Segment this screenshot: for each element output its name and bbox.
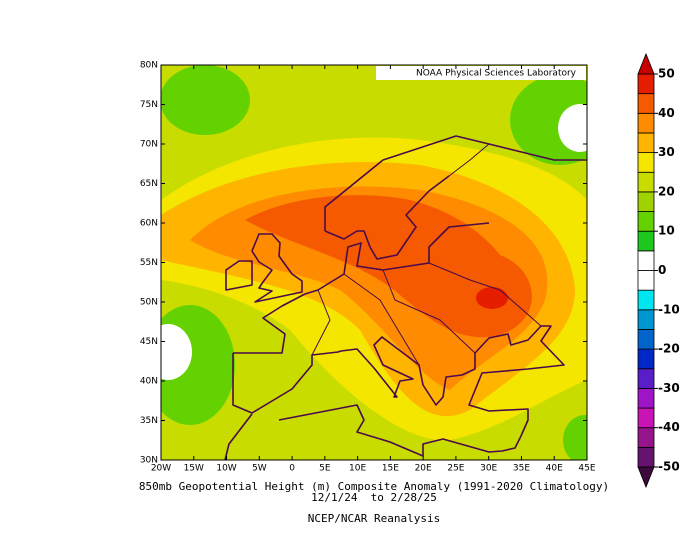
lat-tick-label: 55N (140, 258, 158, 268)
lat-tick-label: 40N (140, 377, 158, 387)
lon-tick-label: 5E (319, 464, 331, 474)
colorbar-label: 50 (658, 67, 675, 81)
colorbar-bin (637, 191, 655, 212)
lon-tick-label: 20W (151, 464, 171, 474)
colorbar-bin (637, 230, 655, 252)
colorbar-under (637, 466, 655, 489)
colorbar-bin (637, 407, 655, 429)
colorbar-label: -10 (658, 302, 680, 316)
colorbar-over (637, 52, 655, 75)
colorbar-bin (637, 152, 655, 173)
lon-tick-label: 40E (546, 464, 563, 474)
lon-tick-label: 25E (447, 464, 464, 474)
colorbar-bin (637, 387, 655, 409)
colorbar-bin (637, 368, 655, 389)
colorbar-bin (637, 270, 655, 291)
lon-tick-label: 20E (415, 464, 432, 474)
colorbar-label: -50 (658, 460, 680, 474)
lon-tick-label: 35E (513, 464, 530, 474)
colorbar-label: 40 (658, 106, 675, 120)
lon-tick-label: 10W (216, 464, 236, 474)
credit-box (376, 66, 586, 80)
colorbar-bin (637, 348, 655, 370)
colorbar-bin (637, 73, 655, 95)
credit: NOAA Physical Sciences Laboratory (416, 69, 577, 79)
coastlines (224, 135, 587, 460)
colorbar-bin (637, 171, 655, 193)
colorbar-label: -20 (658, 342, 680, 356)
source: NCEP/NCAR Reanalysis (308, 512, 440, 525)
colorbar-bin (637, 309, 655, 330)
period: 12/1/24 to 2/28/25 (311, 491, 437, 504)
colorbar-bin (637, 446, 655, 468)
lon-tick-label: 5W (252, 464, 267, 474)
lat-tick-label: 80N (140, 61, 158, 71)
lon-tick-label: 15W (184, 464, 204, 474)
lat-tick-label: 75N (140, 100, 158, 110)
anomaly-field (161, 65, 587, 460)
lat-tick-label: 35N (140, 416, 158, 426)
lat-tick-label: 50N (140, 298, 158, 308)
lon-tick-label: 15E (382, 464, 399, 474)
lon-tick-label: 45E (578, 464, 595, 474)
colorbar-bin (637, 289, 655, 311)
colorbar-bin (637, 93, 655, 114)
lon-tick-label: 30E (480, 464, 497, 474)
lon-tick-label: 0 (289, 464, 295, 474)
lat-tick-label: 70N (140, 140, 158, 150)
title: 850mb Geopotential Height (m) Composite … (139, 480, 609, 493)
lat-tick-label: 65N (140, 179, 158, 189)
colorbar-bin (637, 427, 655, 448)
colorbar-label: -30 (658, 381, 680, 395)
colorbar-label: -40 (658, 420, 680, 434)
lat-tick-label: 30N (140, 456, 158, 466)
lat-tick-label: 60N (140, 219, 158, 229)
lat-tick-label: 45N (140, 337, 158, 347)
colorbar-bin (637, 132, 655, 153)
colorbar-bin (637, 250, 655, 271)
lon-tick-label: 10E (349, 464, 366, 474)
colorbar-bin (637, 211, 655, 232)
colorbar-label: 20 (658, 184, 675, 198)
colorbar-bin (637, 329, 655, 350)
colorbar-label: 10 (658, 224, 675, 238)
colorbar-label: 30 (658, 145, 675, 159)
colorbar-bin (637, 112, 655, 134)
colorbar-label: 0 (658, 263, 666, 277)
